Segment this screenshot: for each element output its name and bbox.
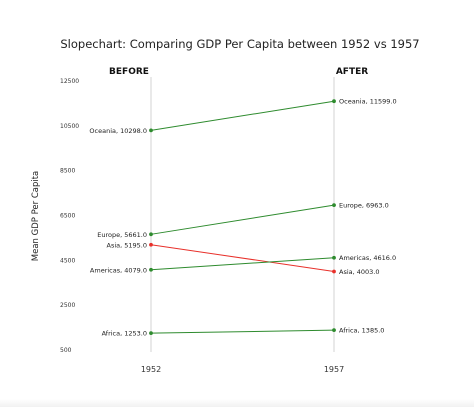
data-point	[332, 269, 336, 274]
data-label: Asia, 4003.0	[339, 268, 380, 276]
x-axis-ticks: 1952 1957	[141, 365, 344, 374]
column-header-before: BEFORE	[109, 67, 149, 77]
y-axis-label: Mean GDP Per Capita	[31, 171, 41, 262]
data-point	[149, 232, 153, 237]
slope-line	[150, 244, 335, 272]
data-label: Africa, 1253.0	[102, 330, 147, 338]
slope-line	[150, 257, 335, 271]
y-tick-label: 4500	[60, 257, 75, 264]
page-bottom-shade	[0, 399, 474, 407]
y-tick-label: 6500	[60, 213, 75, 220]
vertical-guides	[150, 77, 335, 352]
column-header-after: AFTER	[336, 67, 368, 77]
slope-line	[150, 204, 335, 235]
slope-line	[150, 329, 335, 334]
data-label: Asia, 5195.0	[107, 241, 148, 249]
y-tick-label: 10500	[60, 123, 79, 130]
data-label: Europe, 6963.0	[339, 202, 389, 210]
y-tick-label: 500	[60, 347, 72, 354]
data-point	[332, 203, 336, 208]
y-tick-label: 12500	[60, 78, 79, 85]
data-label: Africa, 1385.0	[339, 327, 384, 335]
y-tick-label: 2500	[60, 302, 75, 309]
data-label: Americas, 4079.0	[90, 266, 147, 274]
data-point	[149, 267, 153, 272]
y-tick-label: 8500	[60, 168, 75, 175]
data-point	[332, 255, 336, 260]
data-point	[149, 128, 153, 133]
slope-line	[150, 100, 335, 131]
chart-title: Slopechart: Comparing GDP Per Capita bet…	[60, 37, 419, 51]
data-point	[149, 242, 153, 247]
data-point	[332, 328, 336, 333]
series-group: Oceania, 10298.0 Oceania, 11599.0 Europe, …	[89, 98, 396, 338]
x-tick-label: 1957	[324, 365, 344, 374]
data-label: Oceania, 11599.0	[339, 98, 397, 106]
x-tick-label: 1952	[141, 365, 161, 374]
data-label: Europe, 5661.0	[97, 231, 147, 239]
data-point	[332, 99, 336, 104]
data-label: Americas, 4616.0	[339, 254, 396, 262]
y-axis-ticks: 500 2500 4500 6500 8500 10500 12500	[60, 78, 79, 354]
data-label: Oceania, 10298.0	[89, 127, 147, 135]
data-point	[149, 331, 153, 336]
